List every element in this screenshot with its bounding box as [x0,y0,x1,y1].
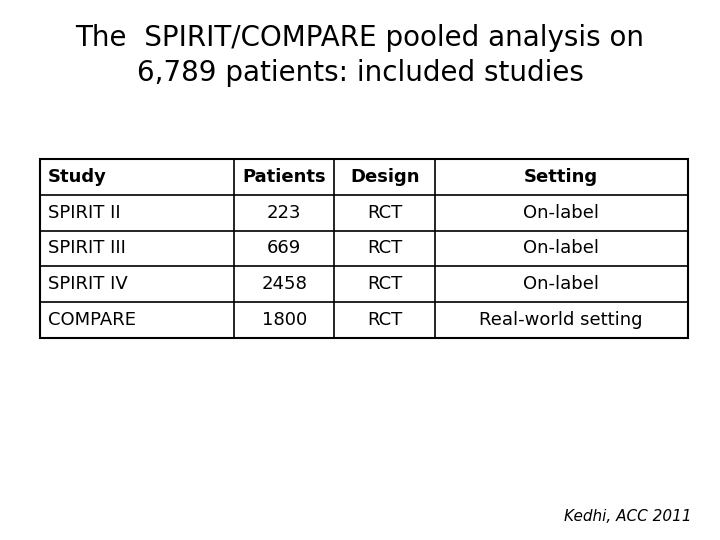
Text: RCT: RCT [367,239,402,258]
Text: Setting: Setting [524,168,598,186]
Text: On-label: On-label [523,204,599,222]
Text: 669: 669 [267,239,302,258]
Text: RCT: RCT [367,275,402,293]
Text: 223: 223 [267,204,302,222]
Text: SPIRIT III: SPIRIT III [48,239,126,258]
Text: COMPARE: COMPARE [48,310,136,329]
Text: RCT: RCT [367,204,402,222]
Text: 1800: 1800 [261,310,307,329]
Text: 2458: 2458 [261,275,307,293]
Text: The  SPIRIT/COMPARE pooled analysis on
6,789 patients: included studies: The SPIRIT/COMPARE pooled analysis on 6,… [76,24,644,87]
Text: SPIRIT II: SPIRIT II [48,204,121,222]
Text: Study: Study [48,168,107,186]
Text: On-label: On-label [523,239,599,258]
Text: SPIRIT IV: SPIRIT IV [48,275,128,293]
Text: RCT: RCT [367,310,402,329]
Text: Real-world setting: Real-world setting [480,310,643,329]
Text: Kedhi, ACC 2011: Kedhi, ACC 2011 [564,509,691,524]
Text: Patients: Patients [243,168,326,186]
Text: Design: Design [350,168,420,186]
Text: On-label: On-label [523,275,599,293]
